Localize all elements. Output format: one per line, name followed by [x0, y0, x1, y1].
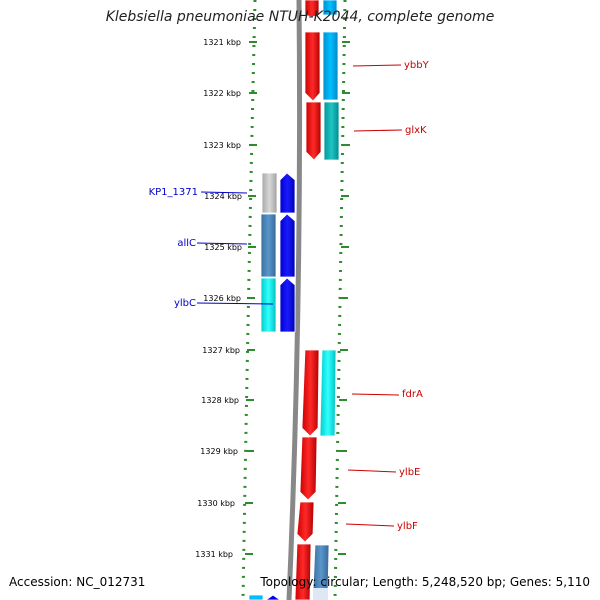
ylbC-gene[interactable]	[260, 277, 277, 333]
tick-label: 1328 kbp	[201, 396, 239, 405]
forward-strand-genes	[248, 172, 296, 600]
tick-label: 1325 kbp	[204, 243, 242, 252]
gene-arrow[interactable]	[313, 588, 328, 600]
KP1_1371-gene[interactable]	[261, 172, 278, 214]
gene-arrow[interactable]	[296, 501, 315, 543]
gene-label-allC[interactable]: allC	[177, 238, 196, 249]
connector-line	[351, 393, 400, 396]
gene-label-glxK[interactable]: glxK	[405, 125, 427, 136]
topology-text: Topology: circular; Length: 5,248,520 bp…	[260, 575, 590, 589]
gene-label-fdrA[interactable]: fdrA	[402, 389, 423, 400]
scale-ticks-left	[245, 41, 257, 555]
scale-labels: 1321 kbp 1322 kbp 1323 kbp 1324 kbp 1325…	[195, 38, 242, 559]
tick-label: 1324 kbp	[204, 192, 242, 201]
gene-arrow[interactable]	[304, 31, 321, 102]
tick-label: 1331 kbp	[195, 550, 233, 559]
inner-dotted-arc	[241, 0, 257, 600]
fdrA-gene[interactable]	[319, 349, 337, 437]
glxK-gene[interactable]	[323, 101, 340, 161]
connector-line	[347, 469, 397, 473]
tick-label: 1323 kbp	[203, 141, 241, 150]
gene-arrow[interactable]	[305, 101, 322, 161]
connector-line	[345, 523, 395, 527]
reverse-strand-genes-outer	[312, 0, 340, 600]
label-connectors	[196, 64, 403, 527]
ybbY-gene[interactable]	[322, 31, 339, 101]
gene-label-ybbY[interactable]: ybbY	[404, 60, 430, 71]
connector-line	[353, 129, 403, 132]
tick-label: 1321 kbp	[203, 38, 241, 47]
gene-arrow[interactable]	[279, 172, 296, 214]
gene-arrow[interactable]	[265, 594, 281, 600]
map-title: Klebsiella pneumoniae NTUH-K2044, comple…	[105, 9, 495, 25]
gene-arrow[interactable]	[279, 277, 296, 333]
backbone	[286, 0, 303, 600]
left-gene-labels: KP1_1371 allC ylbC	[149, 187, 198, 309]
right-gene-labels: ybbY glxK fdrA ylbE ylbF	[397, 60, 430, 532]
gene-arrow[interactable]	[299, 436, 318, 501]
connector-line	[196, 302, 274, 305]
gene-arrow[interactable]	[248, 594, 264, 600]
connector-line	[352, 64, 402, 67]
tick-label: 1326 kbp	[203, 294, 241, 303]
allC-gene[interactable]	[260, 213, 277, 278]
gene-arrow[interactable]	[301, 349, 320, 437]
gene-arrow[interactable]	[294, 543, 312, 600]
gene-label-ylbF[interactable]: ylbF	[397, 521, 418, 532]
gene-arrow[interactable]	[279, 213, 296, 278]
accession-text: Accession: NC_012731	[9, 575, 146, 589]
gene-label-KP1_1371[interactable]: KP1_1371	[149, 187, 198, 198]
tick-label: 1322 kbp	[203, 89, 241, 98]
connector-line	[196, 242, 248, 245]
connector-line	[200, 191, 248, 194]
reverse-strand-genes	[294, 0, 322, 600]
tick-label: 1330 kbp	[197, 499, 235, 508]
gene-label-ylbE[interactable]: ylbE	[399, 467, 420, 478]
tick-label: 1329 kbp	[200, 447, 238, 456]
tick-label: 1327 kbp	[202, 346, 240, 355]
gene-arrow[interactable]	[304, 0, 320, 18]
scale-ticks-right	[338, 41, 350, 555]
ybbY-gene[interactable]	[322, 0, 338, 16]
gene-label-ylbC[interactable]: ylbC	[174, 298, 196, 309]
